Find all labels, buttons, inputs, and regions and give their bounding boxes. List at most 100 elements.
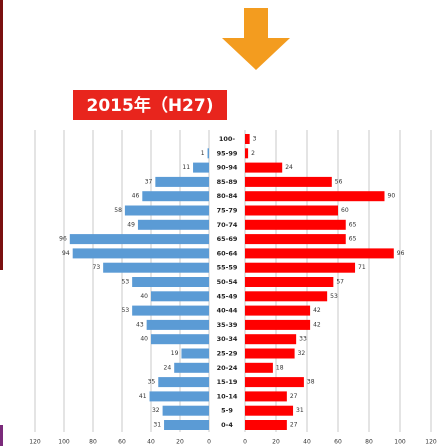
bar	[245, 162, 283, 173]
bar	[124, 205, 209, 216]
category-label: 35-39	[217, 321, 238, 329]
bar	[72, 248, 209, 259]
category-label: 10-14	[217, 392, 238, 400]
category-label: 70-74	[217, 221, 238, 229]
value-label: 3	[253, 136, 257, 143]
value-label: 27	[290, 393, 298, 400]
bar	[149, 391, 209, 402]
bar	[245, 191, 385, 202]
value-label: 31	[153, 422, 161, 429]
bar	[69, 234, 209, 245]
value-label: 27	[290, 422, 298, 429]
bar	[245, 377, 304, 388]
chart-title: 2015年（H27)	[87, 95, 214, 116]
category-label: 30-34	[217, 335, 238, 343]
bar	[245, 277, 334, 287]
bar	[164, 420, 209, 430]
title-box	[73, 90, 227, 120]
value-label: 96	[59, 236, 67, 243]
value-label: 58	[114, 207, 122, 214]
bar	[162, 405, 209, 416]
value-label: 56	[335, 178, 343, 185]
value-label: 42	[313, 307, 321, 314]
category-label: 100-	[219, 135, 236, 143]
value-label: 65	[349, 221, 357, 228]
x-tick-label: 0	[207, 439, 211, 446]
bar	[245, 248, 394, 259]
x-tick-label: 20	[272, 439, 280, 446]
bar	[245, 176, 332, 187]
bar	[245, 234, 346, 245]
value-label: 24	[285, 164, 293, 171]
category-label: 15-19	[217, 378, 238, 386]
bar	[146, 319, 209, 330]
value-label: 35	[148, 379, 156, 386]
value-label: 31	[296, 407, 304, 414]
value-label: 65	[349, 236, 357, 243]
bar	[158, 377, 209, 388]
bar	[245, 319, 311, 330]
value-label: 71	[358, 264, 366, 271]
bar	[245, 134, 250, 144]
bar	[245, 305, 311, 316]
x-tick-label: 100	[394, 439, 406, 446]
category-label: 85-89	[217, 178, 238, 186]
value-label: 53	[330, 293, 338, 300]
bar	[245, 334, 297, 345]
bar	[174, 362, 209, 373]
bar	[245, 291, 328, 302]
x-tick-label: 20	[176, 439, 184, 446]
value-label: 96	[397, 250, 405, 257]
bar	[245, 219, 346, 230]
x-tick-label: 120	[29, 439, 41, 446]
bar	[207, 148, 209, 159]
value-label: 24	[164, 364, 172, 371]
bar	[193, 162, 209, 173]
x-tick-label: 0	[243, 439, 247, 446]
bar	[137, 219, 209, 230]
value-label: 53	[122, 279, 130, 286]
category-label: 5-9	[221, 407, 233, 415]
category-label: 45-49	[217, 292, 238, 300]
value-label: 2	[251, 150, 255, 157]
value-label: 1	[201, 150, 205, 157]
category-label: 50-54	[217, 278, 238, 286]
bar	[151, 291, 209, 302]
x-tick-label: 120	[425, 439, 437, 446]
value-label: 49	[127, 221, 135, 228]
bar	[151, 334, 209, 345]
value-label: 11	[182, 164, 190, 171]
bar	[245, 262, 356, 273]
value-label: 40	[140, 336, 148, 343]
bar	[245, 362, 273, 373]
value-label: 43	[136, 321, 144, 328]
value-label: 33	[299, 336, 307, 343]
value-label: 41	[139, 393, 147, 400]
category-label: 20-24	[217, 364, 238, 372]
x-tick-label: 100	[58, 439, 70, 446]
category-label: 60-64	[217, 249, 238, 257]
category-label: 65-69	[217, 235, 238, 243]
bar	[245, 391, 287, 402]
edge-decor	[0, 425, 3, 446]
value-label: 19	[171, 350, 179, 357]
edge-decor	[0, 0, 3, 270]
value-label: 40	[140, 293, 148, 300]
category-label: 90-94	[217, 164, 238, 172]
category-label: 25-29	[217, 350, 238, 358]
value-label: 37	[145, 178, 153, 185]
bar	[245, 405, 294, 416]
value-label: 73	[93, 264, 101, 271]
category-label: 80-84	[217, 192, 238, 200]
bar	[181, 348, 209, 359]
category-label: 55-59	[217, 264, 238, 272]
x-tick-label: 60	[118, 439, 126, 446]
value-label: 53	[122, 307, 130, 314]
category-label: 0-4	[221, 421, 233, 429]
value-label: 18	[276, 364, 284, 371]
bar	[245, 148, 249, 159]
bar	[245, 420, 287, 430]
bar	[132, 305, 209, 316]
category-label: 40-44	[217, 307, 238, 315]
